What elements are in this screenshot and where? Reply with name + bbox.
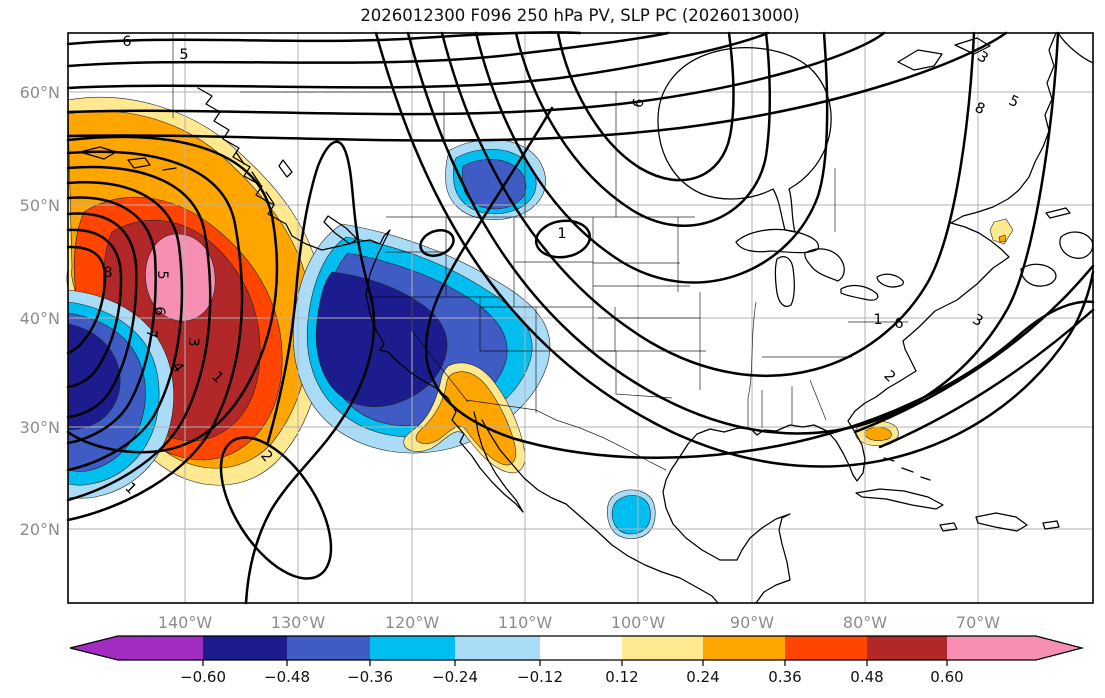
contour-label: 6 xyxy=(122,34,131,50)
colorbar-over-arrow xyxy=(1036,636,1082,660)
colorbar-tick-label: −0.24 xyxy=(432,668,478,686)
contour-lines xyxy=(66,31,1095,605)
colorbar-tick-label: 0.24 xyxy=(686,668,719,686)
colorbar-segment xyxy=(622,636,703,660)
colorbar-tick-label: 0.60 xyxy=(930,668,963,686)
contour-label: 1 xyxy=(557,226,566,242)
colorbar-tick-label: −0.48 xyxy=(264,668,310,686)
colorbar-tick-labels: −0.60 −0.48 −0.36 −0.24 −0.12 0.12 0.24 … xyxy=(180,668,964,686)
colorbar-segment xyxy=(203,636,287,660)
lon-tick-label: 80°W xyxy=(843,613,887,632)
lon-tick-label: 100°W xyxy=(611,613,666,632)
contour-label: 6 xyxy=(894,316,903,332)
lon-tick-label: 130°W xyxy=(271,613,326,632)
contour-label: 3 xyxy=(185,337,201,346)
shading-positive-quebec xyxy=(989,218,1014,245)
colorbar-outline xyxy=(69,635,1085,661)
colorbar-tick-label: −0.60 xyxy=(180,668,226,686)
plot-border xyxy=(67,32,1094,604)
coastlines xyxy=(79,32,1094,604)
colorbar-tick-label: −0.36 xyxy=(347,668,393,686)
lat-tick-label: 60°N xyxy=(20,83,60,102)
lon-tick-label: 120°W xyxy=(385,613,440,632)
lat-tick-label: 40°N xyxy=(20,309,60,328)
contour-label: 5 xyxy=(179,47,188,63)
lat-tick-label: 30°N xyxy=(20,418,60,437)
colorbar-tick-label: 0.36 xyxy=(768,668,801,686)
lat-tick-label: 50°N xyxy=(20,196,60,215)
lat-tick-label: 20°N xyxy=(20,520,60,539)
x-axis-labels: 140°W 130°W 120°W 110°W 100°W 90°W 80°W … xyxy=(158,613,1000,632)
colorbar-segment xyxy=(867,636,947,660)
colorbar-tick-label: 0.48 xyxy=(850,668,883,686)
colorbar-tick-label: 0.12 xyxy=(605,668,638,686)
lon-tick-label: 90°W xyxy=(730,613,774,632)
colorbar-segment xyxy=(540,636,622,660)
lon-tick-label: 140°W xyxy=(158,613,213,632)
colorbar-under-arrow xyxy=(70,636,118,660)
colorbar-segment xyxy=(287,636,370,660)
contour-label: 7 xyxy=(143,329,159,338)
lon-tick-label: 70°W xyxy=(956,613,1000,632)
colorbar-tick-label: −0.12 xyxy=(517,668,563,686)
colorbar: −0.60 −0.48 −0.36 −0.24 −0.12 0.12 0.24 … xyxy=(69,635,1085,686)
colorbar-segment xyxy=(703,636,785,660)
y-axis-labels: 60°N 50°N 40°N 30°N 20°N xyxy=(20,83,60,539)
colorbar-segment xyxy=(370,636,455,660)
contour-label: 5 xyxy=(154,270,170,279)
colorbar-segment xyxy=(785,636,867,660)
contour-label: 1 xyxy=(873,312,882,328)
lon-tick-label: 110°W xyxy=(498,613,553,632)
colorbar-segment xyxy=(118,636,203,660)
contour-label: 6 xyxy=(151,306,167,315)
plot-title: 2026012300 F096 250 hPa PV, SLP PC (2026… xyxy=(360,6,799,25)
shading-negative-mexico xyxy=(607,489,656,539)
colorbar-segment xyxy=(455,636,540,660)
colorbar-ticks xyxy=(202,660,948,666)
contour-label: 6 xyxy=(630,97,648,110)
contour-label: 8 xyxy=(103,265,112,281)
colorbar-segment xyxy=(947,636,1036,660)
